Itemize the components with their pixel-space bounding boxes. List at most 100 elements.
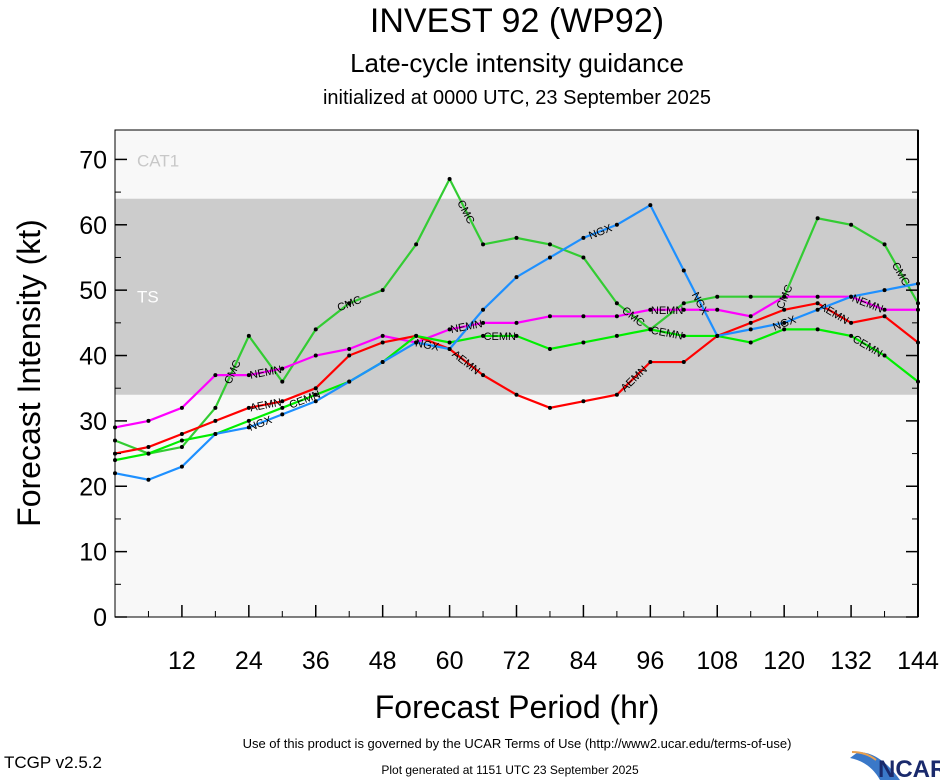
data-point <box>581 235 586 240</box>
data-point <box>380 340 385 345</box>
y-tick-label: 70 <box>79 146 107 174</box>
series-label-nemn: NEMN <box>651 305 683 317</box>
data-point <box>715 307 720 312</box>
series-label-ngx: NGX <box>414 337 440 353</box>
data-point <box>715 294 720 299</box>
data-point <box>313 399 318 404</box>
x-tick-label: 36 <box>302 647 330 675</box>
data-point <box>280 379 285 384</box>
series-label-aemn: AEMN <box>249 397 283 415</box>
x-tick-label: 48 <box>369 647 397 675</box>
data-point <box>447 327 452 332</box>
y-tick-label: 10 <box>79 539 107 567</box>
x-tick-label: 96 <box>636 647 664 675</box>
data-point <box>748 327 753 332</box>
data-point <box>447 340 452 345</box>
terms-of-use: Use of this product is governed by the U… <box>243 736 792 751</box>
data-point <box>447 177 452 182</box>
data-point <box>849 294 854 299</box>
data-point <box>648 307 653 312</box>
data-point <box>481 373 486 378</box>
data-point <box>681 301 686 306</box>
data-point <box>213 373 218 378</box>
data-point <box>681 268 686 273</box>
data-point <box>547 242 552 247</box>
chart-title: INVEST 92 (WP92) <box>370 2 664 40</box>
data-point <box>815 307 820 312</box>
data-point <box>782 327 787 332</box>
axes: 0 10 20 30 40 50 60 70 12 24 36 48 60 72 84 96 108 120 132… <box>79 129 939 675</box>
data-point <box>347 346 352 351</box>
data-point <box>614 222 619 227</box>
chart-init-time: initialized at 0000 UTC, 23 September 20… <box>323 87 711 109</box>
data-point <box>648 327 653 332</box>
x-tick-label: 144 <box>897 647 939 675</box>
data-point <box>146 445 151 450</box>
data-point <box>246 373 251 378</box>
chart-subtitle: Late-cycle intensity guidance <box>350 48 684 78</box>
x-tick-label: 108 <box>696 647 738 675</box>
data-point <box>547 255 552 260</box>
data-point <box>313 386 318 391</box>
data-point <box>614 314 619 319</box>
data-point <box>179 445 184 450</box>
data-point <box>146 451 151 456</box>
data-point <box>849 222 854 227</box>
x-tick-label: 120 <box>763 647 805 675</box>
data-point <box>246 418 251 423</box>
data-point <box>313 392 318 397</box>
band-label-ts: TS <box>137 288 159 307</box>
data-point <box>514 320 519 325</box>
x-tick-label: 72 <box>503 647 531 675</box>
data-point <box>347 301 352 306</box>
data-point <box>614 301 619 306</box>
y-tick-label: 40 <box>79 343 107 371</box>
data-point <box>748 294 753 299</box>
x-tick-label: 84 <box>570 647 598 675</box>
data-point <box>748 320 753 325</box>
data-point <box>815 294 820 299</box>
data-point <box>614 392 619 397</box>
x-tick-label: 24 <box>235 647 263 675</box>
data-point <box>815 301 820 306</box>
data-point <box>246 405 251 410</box>
y-tick-label: 0 <box>93 604 107 632</box>
version-label: TCGP v2.5.2 <box>4 753 102 772</box>
data-point <box>581 399 586 404</box>
data-point <box>748 340 753 345</box>
x-tick-label: 60 <box>436 647 464 675</box>
data-point <box>280 405 285 410</box>
data-point <box>179 464 184 469</box>
band-cat1 <box>115 130 918 199</box>
data-point <box>715 333 720 338</box>
data-point <box>481 307 486 312</box>
data-point <box>547 346 552 351</box>
y-tick-label: 20 <box>79 473 107 501</box>
ncar-logo-text: NCAR <box>878 756 940 780</box>
data-point <box>246 425 251 430</box>
data-point <box>681 333 686 338</box>
data-point <box>514 392 519 397</box>
data-point <box>514 275 519 280</box>
data-point <box>347 353 352 358</box>
data-point <box>849 333 854 338</box>
data-point <box>782 294 787 299</box>
data-point <box>246 333 251 338</box>
data-point <box>179 405 184 410</box>
data-point <box>681 360 686 365</box>
data-point <box>380 333 385 338</box>
data-point <box>748 314 753 319</box>
data-point <box>280 366 285 371</box>
data-point <box>681 307 686 312</box>
data-point <box>581 314 586 319</box>
data-point <box>213 418 218 423</box>
generated-time: Plot generated at 1151 UTC 23 September … <box>381 763 639 777</box>
data-point <box>146 477 151 482</box>
data-point <box>882 307 887 312</box>
x-axis-label: Forecast Period (hr) <box>375 689 660 725</box>
data-point <box>882 288 887 293</box>
data-point <box>648 360 653 365</box>
x-tick-label: 132 <box>830 647 872 675</box>
